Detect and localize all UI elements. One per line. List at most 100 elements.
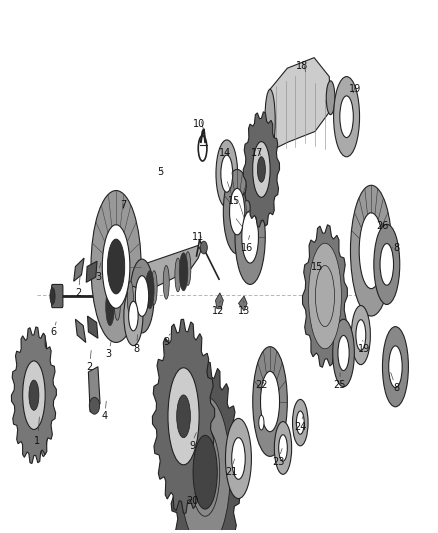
Text: 12: 12	[212, 306, 224, 316]
Ellipse shape	[253, 346, 287, 456]
Text: 2: 2	[75, 288, 81, 298]
Text: 8: 8	[393, 243, 399, 253]
Ellipse shape	[102, 225, 130, 308]
Ellipse shape	[179, 253, 188, 291]
Ellipse shape	[351, 305, 371, 365]
Text: 25: 25	[333, 379, 346, 390]
Ellipse shape	[185, 252, 191, 286]
Ellipse shape	[114, 287, 120, 320]
Ellipse shape	[151, 271, 157, 304]
Ellipse shape	[232, 438, 245, 479]
Ellipse shape	[265, 90, 275, 152]
Ellipse shape	[326, 81, 335, 115]
Ellipse shape	[130, 259, 154, 333]
Polygon shape	[88, 367, 100, 412]
Ellipse shape	[340, 96, 353, 138]
Ellipse shape	[356, 320, 366, 350]
Ellipse shape	[359, 213, 383, 288]
Text: 26: 26	[376, 221, 389, 231]
Ellipse shape	[380, 244, 393, 285]
Text: 15: 15	[228, 196, 240, 206]
Text: 18: 18	[296, 61, 308, 71]
Ellipse shape	[129, 301, 138, 331]
Ellipse shape	[338, 335, 349, 370]
Text: 1: 1	[34, 435, 40, 446]
Text: 14: 14	[219, 148, 232, 158]
Polygon shape	[238, 296, 247, 311]
Polygon shape	[75, 319, 86, 342]
Ellipse shape	[187, 415, 224, 530]
Ellipse shape	[242, 211, 258, 263]
Ellipse shape	[135, 276, 148, 317]
Ellipse shape	[168, 368, 199, 465]
Text: 9: 9	[163, 337, 170, 348]
Polygon shape	[303, 225, 347, 367]
Ellipse shape	[374, 224, 400, 304]
Text: 24: 24	[294, 422, 307, 432]
Text: 5: 5	[158, 166, 164, 176]
Ellipse shape	[315, 265, 335, 327]
Ellipse shape	[191, 428, 220, 516]
Ellipse shape	[382, 327, 408, 407]
Ellipse shape	[175, 258, 181, 292]
Ellipse shape	[259, 415, 264, 430]
Ellipse shape	[350, 185, 392, 316]
Text: 9: 9	[189, 441, 195, 451]
Text: 4: 4	[101, 411, 107, 421]
Ellipse shape	[334, 77, 360, 157]
Text: 21: 21	[225, 467, 237, 477]
Ellipse shape	[230, 189, 245, 235]
Ellipse shape	[389, 346, 402, 387]
Polygon shape	[88, 316, 98, 338]
Ellipse shape	[177, 395, 191, 438]
Text: 3: 3	[106, 349, 112, 359]
Ellipse shape	[258, 157, 265, 182]
Text: 7: 7	[120, 200, 126, 211]
Ellipse shape	[313, 259, 337, 333]
Text: 17: 17	[251, 148, 263, 158]
Ellipse shape	[127, 281, 134, 315]
Text: 16: 16	[241, 243, 253, 253]
Text: 15: 15	[311, 262, 324, 271]
Text: 8: 8	[393, 383, 399, 393]
Text: 19: 19	[358, 344, 370, 354]
Ellipse shape	[106, 288, 114, 326]
Polygon shape	[215, 293, 223, 309]
Ellipse shape	[107, 239, 125, 294]
Ellipse shape	[279, 435, 287, 461]
Ellipse shape	[138, 276, 144, 310]
Ellipse shape	[89, 397, 100, 414]
Ellipse shape	[180, 396, 230, 533]
Ellipse shape	[91, 191, 141, 342]
Ellipse shape	[261, 372, 279, 432]
Polygon shape	[11, 327, 57, 464]
Ellipse shape	[226, 418, 251, 498]
Ellipse shape	[201, 241, 207, 254]
Polygon shape	[270, 58, 331, 150]
Ellipse shape	[253, 142, 270, 197]
Ellipse shape	[297, 411, 304, 434]
Polygon shape	[74, 258, 84, 281]
Ellipse shape	[163, 265, 169, 299]
Text: 23: 23	[272, 457, 285, 467]
Ellipse shape	[320, 279, 330, 313]
Ellipse shape	[145, 271, 154, 309]
Text: 2: 2	[86, 362, 92, 372]
Ellipse shape	[193, 435, 217, 509]
Ellipse shape	[50, 288, 55, 304]
FancyBboxPatch shape	[52, 285, 63, 308]
Text: 10: 10	[194, 119, 206, 129]
Text: 6: 6	[51, 327, 57, 337]
Text: 22: 22	[255, 379, 268, 390]
Ellipse shape	[308, 243, 341, 349]
Polygon shape	[170, 362, 240, 533]
Ellipse shape	[221, 155, 233, 192]
Ellipse shape	[29, 380, 39, 410]
Ellipse shape	[235, 190, 265, 285]
Polygon shape	[100, 245, 201, 311]
Ellipse shape	[223, 169, 251, 254]
Ellipse shape	[216, 140, 237, 207]
Ellipse shape	[124, 287, 143, 345]
Ellipse shape	[38, 334, 49, 456]
Ellipse shape	[333, 319, 354, 387]
